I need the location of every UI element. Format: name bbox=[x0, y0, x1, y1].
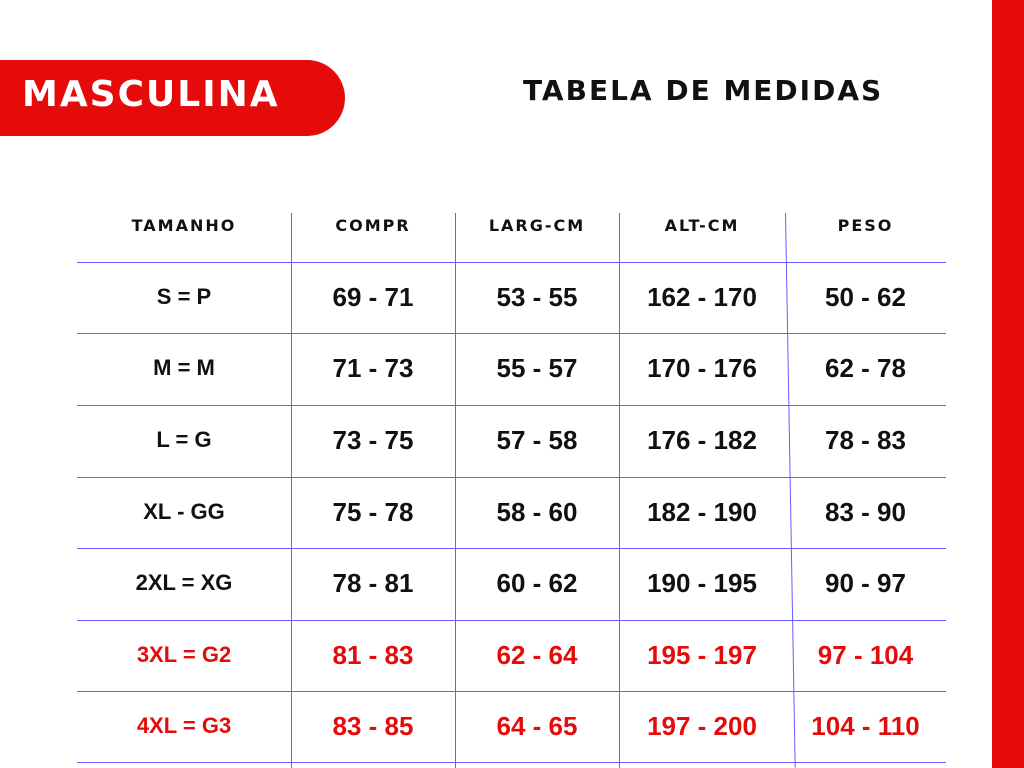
side-accent-bar bbox=[992, 0, 1024, 768]
measurement-cell: 71 - 73 bbox=[332, 353, 414, 383]
row-divider bbox=[77, 477, 946, 478]
row-divider bbox=[77, 262, 946, 263]
column-header: ALT-CM bbox=[664, 216, 740, 235]
measurement-cell: 170 - 176 bbox=[647, 353, 757, 383]
size-label: M = M bbox=[153, 355, 215, 380]
size-label: 4XL = G3 bbox=[136, 713, 232, 738]
measurement-cell: 69 - 71 bbox=[332, 282, 414, 312]
column-header: LARG-CM bbox=[488, 216, 586, 235]
category-badge: MASCULINA bbox=[0, 60, 345, 136]
measurement-cell: 50 - 62 bbox=[825, 282, 906, 312]
measurement-cell: 83 - 90 bbox=[825, 497, 906, 527]
measurement-cell: 176 - 182 bbox=[647, 425, 757, 455]
measurement-cell: 55 - 57 bbox=[496, 353, 578, 383]
column-header: TAMANHO bbox=[131, 216, 237, 235]
measurement-cell: 73 - 75 bbox=[332, 425, 414, 455]
column-divider bbox=[619, 213, 620, 768]
measurement-cell: 182 - 190 bbox=[647, 497, 757, 527]
row-divider bbox=[77, 333, 946, 334]
measurement-cell: 78 - 81 bbox=[332, 568, 414, 598]
size-label: L = G bbox=[156, 427, 212, 452]
row-divider bbox=[77, 548, 946, 549]
measurement-cell: 97 - 104 bbox=[817, 640, 914, 670]
size-label: 3XL = G2 bbox=[136, 642, 232, 667]
measurement-cell: 75 - 78 bbox=[332, 497, 414, 527]
measurement-cell: 57 - 58 bbox=[496, 425, 578, 455]
measurement-cell: 195 - 197 bbox=[647, 640, 757, 670]
column-divider bbox=[291, 213, 292, 768]
row-divider bbox=[77, 620, 946, 621]
measurement-cell: 104 - 110 bbox=[811, 711, 920, 741]
size-label: 2XL = XG bbox=[135, 570, 233, 595]
category-badge-label: MASCULINA bbox=[22, 74, 280, 115]
size-label: S = P bbox=[156, 284, 212, 309]
measurement-cell: 62 - 64 bbox=[496, 640, 578, 670]
measurement-cell: 53 - 55 bbox=[496, 282, 578, 312]
row-divider bbox=[77, 691, 946, 692]
measurement-cell: 162 - 170 bbox=[647, 282, 757, 312]
row-divider bbox=[77, 405, 946, 406]
column-header: PESO bbox=[837, 216, 894, 235]
measurement-cell: 81 - 83 bbox=[332, 640, 414, 670]
measurement-cell: 62 - 78 bbox=[825, 353, 906, 383]
measurement-cell: 90 - 97 bbox=[825, 568, 906, 598]
page-title: TABELA DE MEDIDAS bbox=[523, 74, 884, 107]
measurement-cell: 64 - 65 bbox=[496, 711, 578, 741]
column-header: COMPR bbox=[335, 216, 411, 235]
column-divider bbox=[455, 213, 456, 768]
measurement-cell: 60 - 62 bbox=[496, 568, 578, 598]
measurement-cell: 58 - 60 bbox=[496, 497, 578, 527]
measurement-cell: 190 - 195 bbox=[647, 568, 757, 598]
row-divider bbox=[77, 762, 946, 763]
measurement-cell: 197 - 200 bbox=[647, 711, 757, 741]
size-label: XL - GG bbox=[143, 499, 225, 524]
measurement-cell: 78 - 83 bbox=[825, 425, 906, 455]
measurement-cell: 83 - 85 bbox=[332, 711, 414, 741]
